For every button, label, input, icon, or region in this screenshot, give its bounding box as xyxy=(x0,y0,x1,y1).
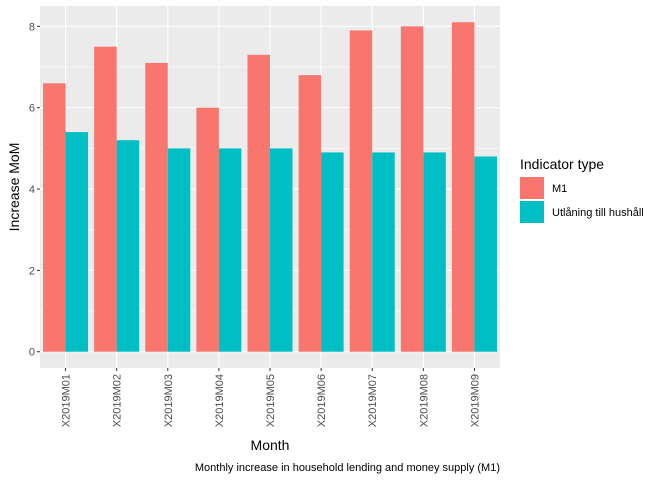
legend-key-m1 xyxy=(520,177,544,199)
bar-m1-X2019M07 xyxy=(349,30,373,352)
bar-utlaning-X2019M03 xyxy=(167,148,191,352)
bars xyxy=(43,22,497,352)
x-tick-label: X2019M09 xyxy=(469,374,481,427)
x-tick-label: X2019M07 xyxy=(367,374,379,427)
caption: Monthly increase in household lending an… xyxy=(195,462,500,474)
bar-utlaning-X2019M01 xyxy=(65,132,89,352)
bar-utlaning-X2019M05 xyxy=(270,148,293,352)
y-axis-title: Increase MoM xyxy=(6,143,22,232)
legend-label-utlaning: Utlåning till hushåll xyxy=(552,207,644,219)
x-tick-label: X2019M08 xyxy=(418,374,430,427)
legend: Indicator type M1 Utlåning till hushåll xyxy=(520,156,644,223)
bar-utlaning-X2019M02 xyxy=(116,140,140,352)
bar-utlaning-X2019M04 xyxy=(218,148,242,352)
y-tick-label: 2 xyxy=(29,265,35,277)
x-tick-label: X2019M05 xyxy=(265,374,277,427)
bar-utlaning-X2019M06 xyxy=(321,152,344,352)
x-tick-label: X2019M06 xyxy=(316,374,328,427)
y-tick-label: 6 xyxy=(29,103,35,115)
bar-m1-X2019M08 xyxy=(400,26,424,352)
y-tick-label: 0 xyxy=(29,347,35,359)
y-tick-label: 8 xyxy=(29,21,35,33)
bar-utlaning-X2019M08 xyxy=(423,152,446,352)
legend-label-m1: M1 xyxy=(552,183,567,195)
legend-title: Indicator type xyxy=(520,156,604,172)
bar-utlaning-X2019M07 xyxy=(372,152,395,352)
x-axis: X2019M01 X2019M02 X2019M03 X2019M04 X2019M05… xyxy=(61,368,481,427)
bar-utlaning-X2019M09 xyxy=(474,156,497,352)
bar-m1-X2019M01 xyxy=(43,83,66,352)
bar-m1-X2019M06 xyxy=(298,75,322,352)
bar-m1-X2019M04 xyxy=(196,107,219,352)
bar-m1-X2019M03 xyxy=(145,62,168,352)
x-tick-label: X2019M01 xyxy=(61,374,73,427)
y-axis: 0 2 4 6 8 xyxy=(29,21,40,359)
bar-m1-X2019M05 xyxy=(247,54,270,352)
x-tick-label: X2019M04 xyxy=(214,374,226,427)
legend-key-utlaning xyxy=(520,201,544,223)
x-tick-label: X2019M02 xyxy=(112,374,124,427)
bar-m1-X2019M02 xyxy=(94,46,117,352)
x-tick-label: X2019M03 xyxy=(163,374,175,427)
x-axis-title: Month xyxy=(251,437,290,453)
bar-m1-X2019M09 xyxy=(451,22,475,352)
y-tick-label: 4 xyxy=(29,184,35,196)
